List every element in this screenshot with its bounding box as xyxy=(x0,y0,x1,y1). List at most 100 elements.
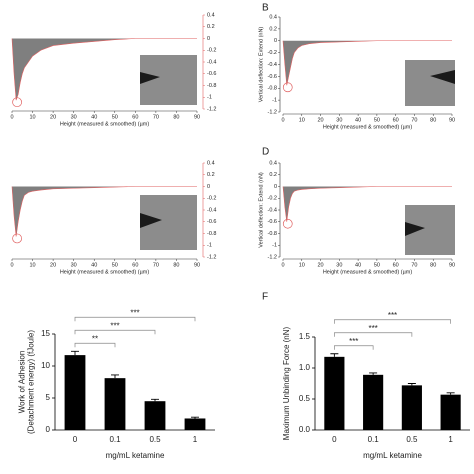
x-axis-label: mg/mL ketamine xyxy=(363,451,422,460)
x-tick-label: 40 xyxy=(91,262,97,268)
x-tick-label: 40 xyxy=(355,117,361,123)
x-tick-label: 70 xyxy=(411,117,417,123)
x-tick-label: 30 xyxy=(336,117,342,123)
error-bar xyxy=(111,374,119,379)
y-tick-label: -0.4 xyxy=(207,59,216,65)
x-tick-label: 0 xyxy=(10,262,13,268)
bar xyxy=(324,356,345,430)
curve-area xyxy=(12,38,197,101)
x-tick-label: 40 xyxy=(91,114,97,120)
significance-label: *** xyxy=(110,321,119,330)
significance-bracket xyxy=(334,345,374,350)
x-tick-label: 80 xyxy=(173,114,179,120)
y-tick-label: 1.0 xyxy=(299,363,311,372)
x-tick-label: 0 xyxy=(281,117,284,123)
x-tick-label: 20 xyxy=(317,117,323,123)
x-tick-label: 0.5 xyxy=(149,435,161,444)
panel-letter: D xyxy=(262,147,269,158)
x-tick-label: 60 xyxy=(393,262,399,268)
x-tick-label: 90 xyxy=(449,117,455,123)
minimum-marker xyxy=(12,233,22,244)
y-tick-label: -1.2 xyxy=(268,254,277,260)
x-tick-label: 60 xyxy=(132,114,138,120)
x-tick-label: 90 xyxy=(194,262,200,268)
minimum-marker xyxy=(282,82,293,93)
significance-bracket xyxy=(74,329,156,335)
curve-line xyxy=(11,186,197,237)
y-tick-label: -1 xyxy=(207,243,212,249)
x-tick-label: 0.1 xyxy=(109,435,121,444)
curve-line xyxy=(11,38,197,101)
y-tick-label: -1.2 xyxy=(268,109,277,115)
cantilever-tip xyxy=(140,213,162,228)
x-axis-label: Height (measured & smoothed) (µm) xyxy=(60,269,150,275)
bar xyxy=(144,401,166,430)
y-tick-label: 0.4 xyxy=(207,160,215,166)
x-tick-label: 80 xyxy=(173,262,179,268)
error-bar xyxy=(369,372,378,375)
y-tick-label: -1 xyxy=(207,95,212,101)
y-tick-label: -0.8 xyxy=(207,83,216,89)
x-tick-label: 50 xyxy=(374,262,380,268)
x-tick-label: 10 xyxy=(299,262,305,268)
y-tick-label: -0.4 xyxy=(268,62,277,68)
x-tick-label: 80 xyxy=(430,117,436,123)
x-axis-label: Height (measured & smoothed) (µm) xyxy=(323,269,413,275)
x-tick-label: 0 xyxy=(332,435,337,444)
bar xyxy=(401,385,422,430)
y-tick-label: 1.5 xyxy=(299,332,311,341)
y-tick-label: -0.2 xyxy=(207,196,216,202)
y-tick-label: 5 xyxy=(46,393,51,402)
x-tick-label: 0.5 xyxy=(406,435,418,444)
x-tick-label: 30 xyxy=(336,262,342,268)
y-tick-label: 0 xyxy=(207,184,210,190)
x-tick-label: 30 xyxy=(71,114,77,120)
y-tick-label: -0.6 xyxy=(268,74,277,80)
x-tick-label: 80 xyxy=(430,262,436,268)
x-tick-label: 0.1 xyxy=(368,435,380,444)
y-tick-label: -0.4 xyxy=(207,207,216,213)
x-tick-label: 10 xyxy=(29,262,35,268)
y-tick-label: -0.8 xyxy=(268,86,277,92)
x-axis-label: mg/mL ketamine xyxy=(106,451,165,460)
error-bar xyxy=(71,350,79,356)
y-tick-label: -0.6 xyxy=(207,219,216,225)
x-tick-label: 90 xyxy=(449,262,455,268)
error-bar xyxy=(151,398,159,402)
y-tick-label: 0.4 xyxy=(269,160,277,166)
y-tick-label: 0.0 xyxy=(299,425,311,434)
x-tick-label: 50 xyxy=(112,114,118,120)
y-tick-label: -1 xyxy=(272,98,277,104)
bar xyxy=(104,378,126,430)
y-axis-label: (Detachment energy) (fJoule) xyxy=(27,330,36,434)
error-bar xyxy=(446,392,455,395)
x-tick-label: 50 xyxy=(374,117,380,123)
y-tick-label: 0.4 xyxy=(269,14,277,20)
y-axis-label: Vertical deflection: Extend (nN) xyxy=(258,27,264,103)
bar xyxy=(363,374,384,430)
significance-bracket xyxy=(334,332,413,337)
micrograph xyxy=(405,60,455,106)
x-tick-label: 20 xyxy=(50,262,56,268)
y-tick-label: 10 xyxy=(41,361,50,370)
y-tick-label: -0.8 xyxy=(207,231,216,237)
y-tick-label: 0.2 xyxy=(269,172,277,178)
y-tick-label: -1.2 xyxy=(207,254,216,260)
bar xyxy=(64,355,86,430)
x-tick-label: 60 xyxy=(132,262,138,268)
x-tick-label: 60 xyxy=(393,117,399,123)
y-tick-label: -1 xyxy=(272,243,277,249)
y-tick-label: -0.2 xyxy=(207,48,216,54)
x-tick-label: 20 xyxy=(50,114,56,120)
cantilever-tip xyxy=(405,222,425,236)
error-bar xyxy=(330,353,339,357)
panel-letter: F xyxy=(262,292,268,303)
x-tick-label: 70 xyxy=(411,262,417,268)
significance-bracket xyxy=(74,316,196,322)
x-axis-label: Height (measured & smoothed) (µm) xyxy=(60,121,150,127)
significance-label: *** xyxy=(368,324,377,333)
y-tick-label: 0 xyxy=(46,425,51,434)
y-tick-label: 0.2 xyxy=(207,172,215,178)
significance-label: *** xyxy=(388,311,397,320)
y-tick-label: 0.2 xyxy=(207,24,215,30)
